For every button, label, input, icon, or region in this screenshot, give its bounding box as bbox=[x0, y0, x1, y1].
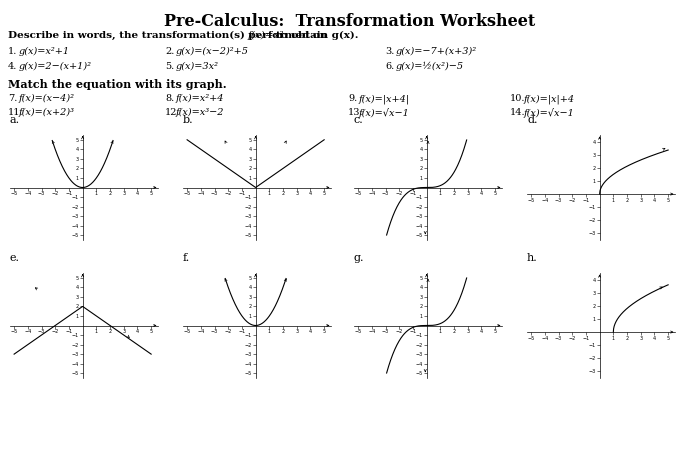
Text: 8.: 8. bbox=[165, 94, 174, 103]
Text: 6.: 6. bbox=[385, 62, 394, 71]
Text: 14.: 14. bbox=[510, 108, 526, 117]
Text: g(x)=3x²: g(x)=3x² bbox=[176, 62, 219, 71]
Text: 5.: 5. bbox=[165, 62, 174, 71]
Text: g.: g. bbox=[354, 253, 365, 263]
Text: f.: f. bbox=[183, 253, 190, 263]
Text: 10.: 10. bbox=[510, 94, 526, 103]
Text: 11.: 11. bbox=[8, 108, 24, 117]
Text: g(x)=½(x²)−5: g(x)=½(x²)−5 bbox=[396, 62, 464, 71]
Text: g(x)=−7+(x+3)²: g(x)=−7+(x+3)² bbox=[396, 47, 477, 56]
Text: d.: d. bbox=[527, 115, 538, 125]
Text: e.: e. bbox=[10, 253, 20, 263]
Text: to obtain g(x).: to obtain g(x). bbox=[276, 31, 358, 40]
Text: 4.: 4. bbox=[8, 62, 18, 71]
Text: 1.: 1. bbox=[8, 47, 18, 56]
Text: g(x)=2−(x+1)²: g(x)=2−(x+1)² bbox=[19, 62, 92, 71]
Text: c.: c. bbox=[354, 115, 364, 125]
Text: f(x)=|x|+4: f(x)=|x|+4 bbox=[524, 94, 575, 103]
Text: 3.: 3. bbox=[385, 47, 394, 56]
Text: 9.: 9. bbox=[348, 94, 357, 103]
Text: g(x)=(x−2)²+5: g(x)=(x−2)²+5 bbox=[176, 47, 249, 56]
Text: 13.: 13. bbox=[348, 108, 363, 117]
Text: a.: a. bbox=[10, 115, 20, 125]
Text: Match the equation with its graph.: Match the equation with its graph. bbox=[8, 79, 227, 90]
Text: 7.: 7. bbox=[8, 94, 18, 103]
Text: h.: h. bbox=[527, 253, 538, 263]
Text: f(x)=√x−1: f(x)=√x−1 bbox=[524, 108, 575, 118]
Text: f(x)=x³−2: f(x)=x³−2 bbox=[176, 108, 225, 117]
Text: b.: b. bbox=[183, 115, 194, 125]
Text: f(x)=x²: f(x)=x² bbox=[248, 31, 284, 40]
Text: f(x)=|x+4|: f(x)=|x+4| bbox=[359, 94, 410, 103]
Text: f(x)=√x−1: f(x)=√x−1 bbox=[359, 108, 410, 118]
Text: Pre-Calculus:  Transformation Worksheet: Pre-Calculus: Transformation Worksheet bbox=[164, 13, 536, 30]
Text: 12.: 12. bbox=[165, 108, 181, 117]
Text: f(x)=x²+4: f(x)=x²+4 bbox=[176, 94, 225, 103]
Text: f(x)=(x+2)³: f(x)=(x+2)³ bbox=[19, 108, 75, 117]
Text: g(x)=x²+1: g(x)=x²+1 bbox=[19, 47, 70, 56]
Text: f(x)=(x−4)²: f(x)=(x−4)² bbox=[19, 94, 75, 103]
Text: 2.: 2. bbox=[165, 47, 174, 56]
Text: Describe in words, the transformation(s) performed on: Describe in words, the transformation(s)… bbox=[8, 31, 328, 40]
